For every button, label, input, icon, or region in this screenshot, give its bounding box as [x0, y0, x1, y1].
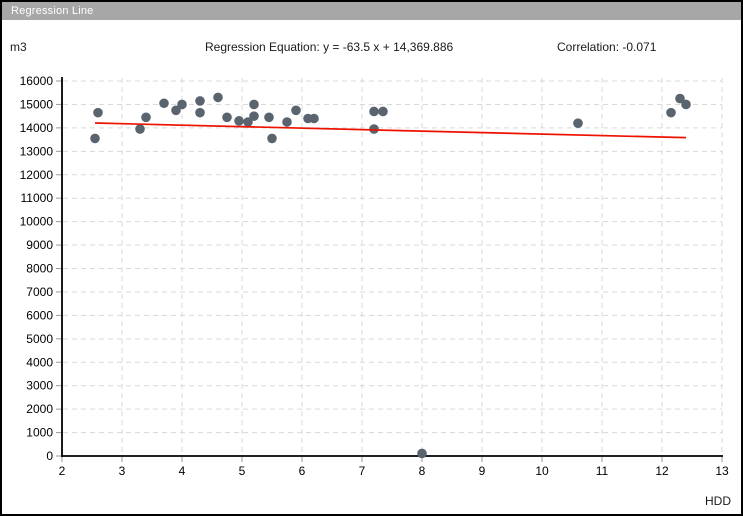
- data-point: [141, 112, 151, 123]
- svg-text:12: 12: [655, 464, 669, 478]
- svg-text:1000: 1000: [26, 426, 53, 440]
- svg-text:7: 7: [359, 464, 366, 478]
- data-point: [93, 107, 103, 118]
- data-point: [135, 124, 145, 134]
- svg-text:13000: 13000: [20, 144, 54, 158]
- svg-text:13: 13: [715, 464, 729, 478]
- svg-text:8000: 8000: [26, 262, 53, 276]
- data-point: [573, 118, 583, 128]
- correlation-label: Correlation: -0.071: [557, 40, 657, 54]
- scatter-points: [90, 92, 691, 459]
- data-point: [369, 106, 379, 117]
- gridlines: [63, 78, 723, 455]
- svg-text:10000: 10000: [20, 215, 54, 229]
- x-tick-labels: 2 3 4 5 6 7 8 9 10 11 12 13: [59, 464, 729, 478]
- data-point: [378, 106, 388, 117]
- svg-text:6: 6: [299, 464, 306, 478]
- data-point: [264, 112, 274, 123]
- data-point: [417, 448, 427, 459]
- data-point: [291, 105, 301, 116]
- data-point: [159, 98, 169, 109]
- y-unit-label: m3: [10, 40, 27, 54]
- data-point: [666, 107, 676, 118]
- data-point: [222, 112, 232, 123]
- svg-text:15000: 15000: [20, 97, 54, 111]
- svg-text:4000: 4000: [26, 355, 53, 369]
- window-titlebar[interactable]: Regression Line: [2, 2, 741, 20]
- svg-text:9000: 9000: [26, 238, 53, 252]
- data-point: [249, 99, 259, 110]
- axes: [61, 77, 723, 457]
- data-point: [213, 92, 223, 103]
- data-point: [369, 124, 379, 134]
- svg-text:11: 11: [596, 464, 609, 478]
- svg-text:5: 5: [239, 464, 246, 478]
- data-point: [309, 113, 319, 124]
- svg-text:16000: 16000: [20, 74, 54, 88]
- regression-line: [94, 122, 687, 139]
- x-axis-label: HDD: [705, 494, 731, 508]
- svg-text:6000: 6000: [26, 308, 53, 322]
- svg-text:14000: 14000: [20, 121, 54, 135]
- data-point: [90, 133, 100, 144]
- tick-marks: [56, 80, 723, 462]
- svg-text:4: 4: [179, 464, 186, 478]
- svg-text:5000: 5000: [26, 332, 53, 346]
- data-point: [234, 116, 244, 126]
- svg-text:9: 9: [479, 464, 486, 478]
- data-point: [243, 117, 253, 127]
- data-point: [681, 99, 691, 110]
- svg-text:2000: 2000: [26, 402, 53, 416]
- data-point: [177, 99, 187, 110]
- svg-text:8: 8: [419, 464, 426, 478]
- svg-text:0: 0: [46, 449, 53, 463]
- data-point: [675, 93, 685, 104]
- data-point: [249, 111, 259, 121]
- svg-text:12000: 12000: [20, 168, 54, 182]
- svg-text:3000: 3000: [26, 379, 53, 393]
- data-point: [195, 96, 205, 106]
- data-point: [267, 133, 277, 144]
- window-title: Regression Line: [11, 5, 94, 17]
- data-point: [195, 107, 205, 118]
- svg-text:2: 2: [59, 464, 66, 478]
- y-tick-labels: 0 1000 2000 3000 4000 5000 6000 7000 8000 9000 100…: [20, 74, 54, 463]
- svg-text:10: 10: [535, 464, 549, 478]
- data-point: [171, 105, 181, 116]
- regression-equation-label: Regression Equation: y = -63.5 x + 14,36…: [205, 40, 454, 54]
- svg-text:11000: 11000: [21, 191, 54, 205]
- svg-text:7000: 7000: [26, 285, 53, 299]
- svg-text:3: 3: [119, 464, 126, 478]
- data-point: [282, 117, 292, 127]
